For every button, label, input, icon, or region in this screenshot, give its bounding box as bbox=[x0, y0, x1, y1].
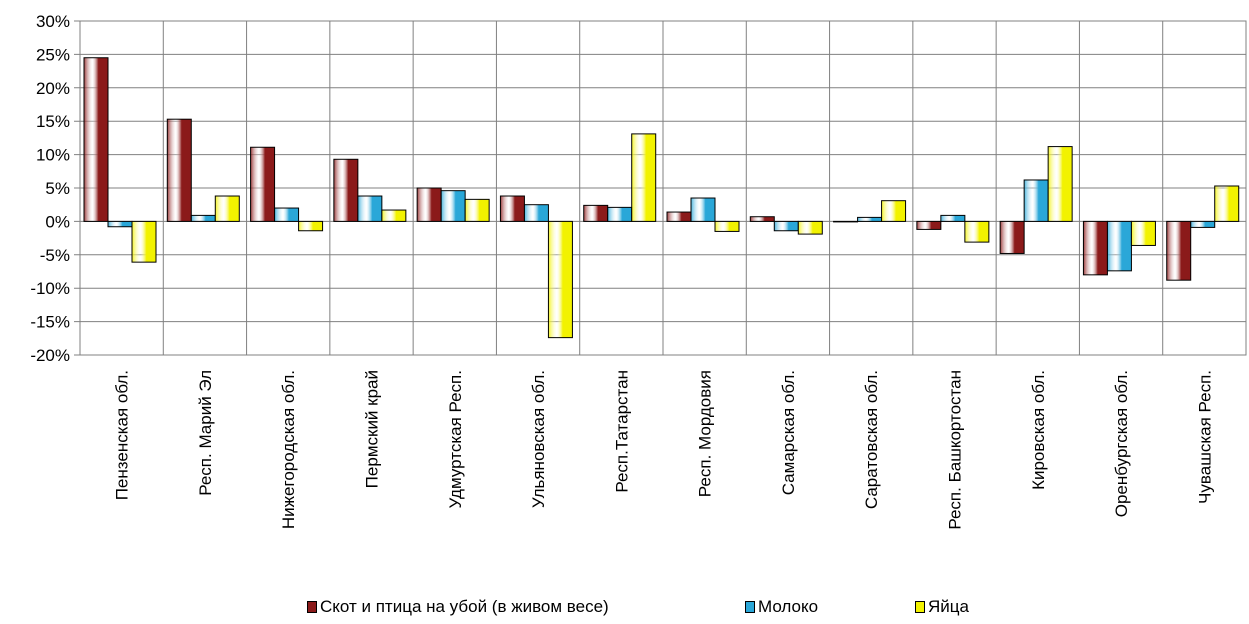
bar-milk bbox=[857, 216, 883, 222]
bar-cattle bbox=[416, 187, 442, 222]
bar-cattle bbox=[999, 220, 1025, 254]
bar-eggs bbox=[964, 220, 990, 243]
legend-swatch-cattle bbox=[307, 601, 317, 613]
bar-milk bbox=[523, 204, 549, 222]
x-category-label: Нижегородская обл. bbox=[279, 370, 298, 529]
bar-cattle bbox=[833, 220, 859, 223]
legend-item-cattle: Скот и птица на убой (в живом весе) bbox=[307, 597, 609, 617]
y-tick-label: -15% bbox=[30, 313, 70, 332]
bar-eggs bbox=[464, 198, 490, 222]
bar-cattle bbox=[916, 220, 942, 230]
chart: 30% 25% 20% 15% 10% 5% 0% -5% -10% -15% -20% Пензе… bbox=[30, 12, 1247, 530]
y-axis-tick-labels: 30% 25% 20% 15% 10% 5% 0% -5% -10% -15% -20% bbox=[30, 12, 70, 365]
bar-milk bbox=[773, 220, 799, 232]
x-category-label: Кировская обл. bbox=[1029, 370, 1048, 490]
bar-eggs bbox=[1130, 220, 1156, 246]
y-tick-label: 15% bbox=[36, 112, 70, 131]
bar-milk bbox=[440, 190, 466, 222]
bar-eggs bbox=[631, 133, 657, 222]
y-tick-label: 30% bbox=[36, 12, 70, 31]
legend-item-milk: Молоко bbox=[745, 597, 818, 617]
y-tick-label: 5% bbox=[45, 179, 70, 198]
bar-milk bbox=[607, 206, 633, 222]
bar-eggs bbox=[1047, 146, 1073, 222]
x-category-label: Пермский край bbox=[363, 370, 382, 488]
bar-milk bbox=[357, 195, 383, 222]
bar-milk bbox=[690, 197, 716, 222]
bar-milk bbox=[1106, 220, 1132, 272]
legend-label-eggs: Яйца bbox=[928, 597, 969, 616]
bar-milk bbox=[1023, 179, 1049, 222]
bar-eggs bbox=[214, 195, 240, 222]
bar-eggs bbox=[1214, 185, 1240, 222]
bar-milk bbox=[190, 214, 216, 222]
bar-eggs bbox=[381, 209, 407, 222]
legend-label-milk: Молоко bbox=[758, 597, 819, 616]
x-category-label: Удмуртская Респ. bbox=[446, 370, 465, 508]
bar-eggs bbox=[881, 200, 907, 222]
y-tick-label: 20% bbox=[36, 79, 70, 98]
bar-cattle bbox=[250, 146, 276, 222]
legend-swatch-milk bbox=[745, 601, 755, 613]
x-category-label: Чувашская Респ. bbox=[1195, 370, 1214, 504]
bar-eggs bbox=[547, 220, 573, 339]
bar-eggs bbox=[797, 220, 823, 235]
bar-milk bbox=[1190, 220, 1216, 228]
x-category-label: Респ. Мордовия bbox=[696, 370, 715, 497]
x-axis-category-labels: Пензенская обл. Респ. Марий Эл Нижегородск… bbox=[113, 370, 1215, 530]
bar-cattle bbox=[1082, 220, 1108, 276]
bar-eggs bbox=[131, 220, 157, 263]
bar-cattle bbox=[1166, 220, 1192, 281]
x-category-label: Оренбургская обл. bbox=[1112, 370, 1131, 517]
x-category-label: Ульяновская обл. bbox=[529, 370, 548, 508]
y-tick-label: -5% bbox=[40, 246, 70, 265]
x-category-label: Самарская обл. bbox=[779, 370, 798, 495]
y-tick-label: 10% bbox=[36, 146, 70, 165]
bars bbox=[83, 57, 1240, 339]
bar-cattle bbox=[333, 158, 359, 222]
bar-cattle bbox=[166, 118, 192, 222]
bar-eggs bbox=[298, 220, 324, 232]
bar-cattle bbox=[749, 216, 775, 222]
legend: Скот и птица на убой (в живом весе) Моло… bbox=[0, 597, 1249, 621]
bar-cattle bbox=[499, 195, 525, 222]
bar-milk bbox=[940, 214, 966, 222]
bar-eggs bbox=[714, 220, 740, 232]
bar-cattle bbox=[583, 204, 609, 222]
legend-label-cattle: Скот и птица на убой (в живом весе) bbox=[320, 597, 609, 616]
bar-milk bbox=[107, 220, 133, 228]
bar-milk bbox=[274, 207, 300, 222]
bar-cattle bbox=[666, 211, 692, 222]
y-tick-label: -20% bbox=[30, 346, 70, 365]
legend-swatch-eggs bbox=[915, 601, 925, 613]
legend-item-eggs: Яйца bbox=[915, 597, 969, 617]
x-category-label: Респ.Татарстан bbox=[612, 370, 631, 493]
x-category-label: Саратовская обл. bbox=[862, 370, 881, 509]
x-category-label: Пензенская обл. bbox=[113, 370, 132, 500]
y-tick-label: -10% bbox=[30, 279, 70, 298]
y-tick-label: 25% bbox=[36, 45, 70, 64]
x-category-label: Респ. Марий Эл bbox=[196, 370, 215, 496]
bar-cattle bbox=[83, 57, 109, 222]
x-category-label: Респ. Башкортостан bbox=[946, 370, 965, 530]
y-tick-label: 0% bbox=[45, 212, 70, 231]
